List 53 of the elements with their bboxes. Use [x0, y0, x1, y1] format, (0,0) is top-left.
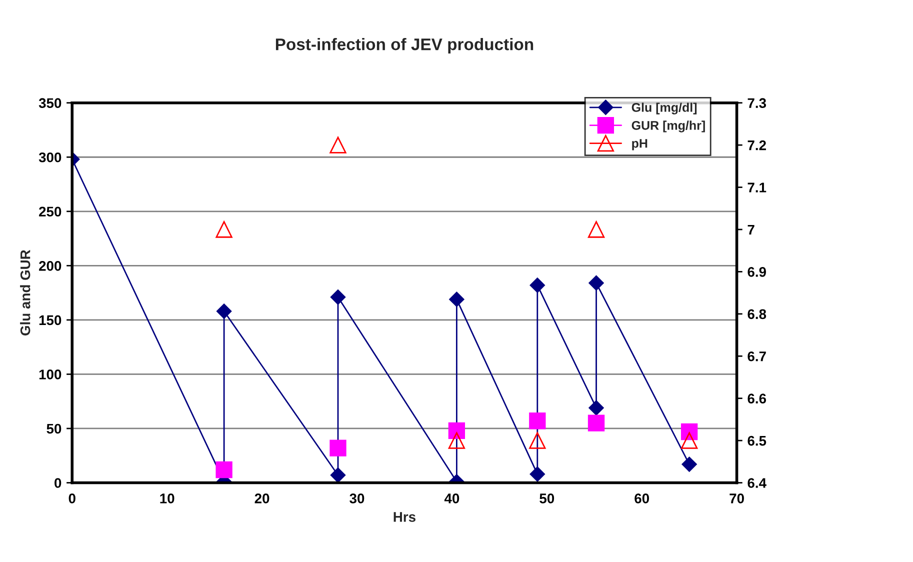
point	[588, 221, 605, 238]
legend-label: GUR [mg/hr]	[632, 120, 705, 132]
y-tick-label: 250	[39, 206, 62, 217]
legend-label: pH	[632, 139, 648, 150]
point	[530, 278, 545, 293]
point	[216, 304, 232, 319]
y2-tick-label: 7.3	[748, 98, 766, 108]
point	[216, 461, 232, 478]
point	[588, 275, 604, 291]
y-tick-label: 100	[39, 370, 62, 380]
y2-tick-label: 6.4	[748, 478, 766, 488]
x-tick-label: 70	[730, 494, 744, 504]
point	[588, 414, 605, 432]
y2-tick-label: 6.7	[748, 351, 766, 362]
point	[330, 136, 346, 154]
x-tick-label: 60	[634, 494, 649, 504]
y-tick-label: 200	[39, 261, 62, 271]
y2-tick-label: 6.5	[748, 436, 766, 446]
x-tick-label: 30	[350, 494, 364, 504]
y-tick-label: 300	[38, 152, 62, 162]
y-tick-label: 150	[39, 315, 62, 326]
y-tick-label: 50	[46, 424, 62, 434]
point	[216, 221, 232, 238]
y2-tick-label: 6.8	[748, 309, 766, 320]
point	[530, 466, 545, 482]
legend-label: Glu [mg/dl]	[632, 102, 697, 114]
point	[680, 432, 698, 449]
point	[448, 432, 466, 449]
point	[330, 440, 346, 456]
y2-tick-label: 7.1	[748, 182, 766, 192]
x-tick-label: 20	[254, 494, 270, 504]
x-axis-title: Hrs	[394, 512, 416, 522]
point	[588, 400, 604, 416]
point	[680, 423, 698, 440]
point	[330, 290, 346, 305]
point	[682, 456, 697, 472]
point	[529, 412, 546, 430]
y-tick-label: 350	[38, 98, 62, 108]
y-tick-label: 0	[54, 478, 62, 488]
y2-tick-label: 7.2	[748, 140, 766, 150]
point	[448, 422, 466, 439]
x-tick-label: 40	[444, 494, 460, 504]
x-tick-label: 50	[540, 494, 554, 504]
x-tick-label: 0	[68, 494, 76, 504]
point	[449, 292, 464, 307]
x-tick-label: 10	[160, 494, 174, 504]
y2-tick-label: 7	[748, 224, 754, 235]
chart-title: Post-infection of JEV production	[276, 38, 534, 54]
point	[529, 432, 546, 449]
y2-tick-label: 6.9	[748, 267, 766, 277]
point	[330, 468, 346, 483]
y2-tick-label: 6.6	[748, 394, 766, 404]
y-axis-title: Glu and GUR	[20, 250, 30, 336]
